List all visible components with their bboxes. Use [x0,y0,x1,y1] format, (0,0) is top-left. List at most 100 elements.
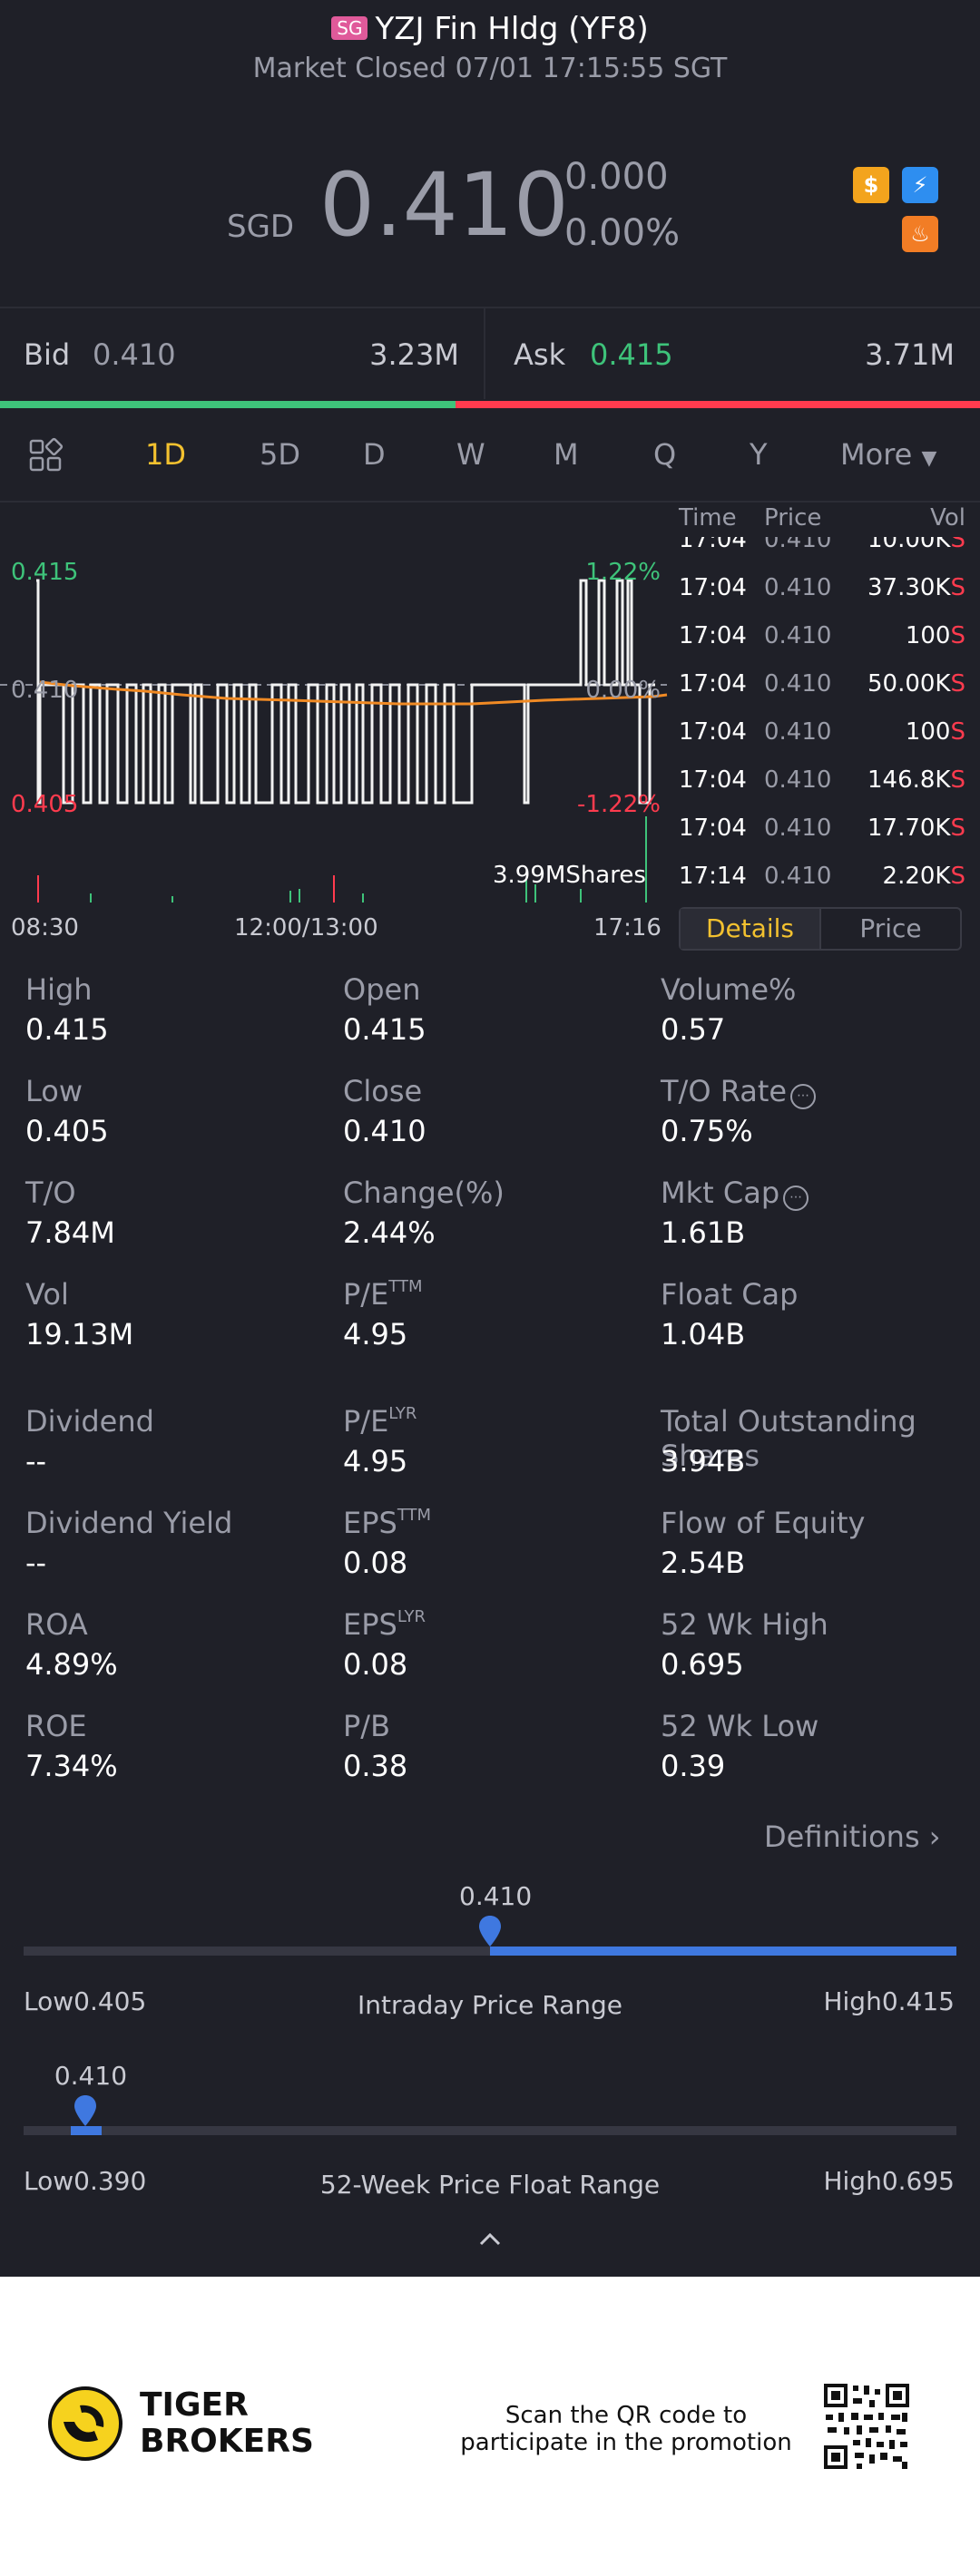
stat-vol: 19.13M [25,1317,134,1351]
stat-divyield: -- [25,1546,47,1580]
chart-low-pct: -1.22% [577,791,661,818]
trade-volume: 100 [905,622,951,649]
stat-eps-ttm-label: EPSTTM [343,1506,432,1540]
trade-price: 0.410 [764,863,832,890]
stat-tos: 3.94B [661,1444,746,1478]
intraday-low: Low0.405 [24,1986,147,2016]
trade-row: 17:04 0.410 10.00KS [679,537,965,574]
tab-w[interactable]: W [456,437,485,472]
intraday-range-fill [490,1947,956,1956]
stat-pe-ttm: 4.95 [343,1317,408,1351]
price-line [36,579,655,805]
stat-pe-lyr: 4.95 [343,1444,408,1478]
trade-price: 0.410 [764,815,832,842]
trades-head-vol: Vol [930,504,965,532]
trade-row: 17:04 0.410 17.70KS [679,815,965,863]
trade-time: 17:04 [679,622,747,649]
location-pin-icon [479,1916,501,1947]
definitions-link[interactable]: Definitions › [764,1820,941,1854]
stat-volpct: 0.57 [661,1012,726,1047]
sell-marker: S [950,670,965,698]
price-tab[interactable]: Price [819,909,960,949]
tab-d[interactable]: D [363,437,386,472]
price-change-pct: 0.00% [564,212,681,254]
stat-open-label: Open [343,972,421,1007]
market-status: Market Closed 07/01 17:15:55 SGT [252,53,728,84]
tab-1d[interactable]: 1D [145,437,186,472]
details-tab[interactable]: Details [681,909,819,949]
dollar-icon[interactable]: $ [853,167,889,203]
stat-torate-value: 0.75% [661,1114,753,1148]
stat-high: 0.415 [25,1012,109,1047]
ask-volume: 3.71M [865,337,955,372]
ask-label: Ask [514,337,566,372]
stock-title: SG YZJ Fin Hldg (YF8) [0,11,980,47]
trade-time: 17:04 [679,815,747,842]
trade-row: 17:04 0.410 100S [679,622,965,670]
trade-row: 17:14 0.410 2.20KS [679,863,965,898]
trade-volume: 100 [905,718,951,746]
trade-price: 0.410 [764,670,832,698]
sell-marker: S [950,766,965,794]
promo-icon[interactable]: ♨ [902,216,938,252]
stat-mktcap[interactable]: Mkt Cap ⋯ [661,1176,809,1211]
stat-floatcap-label: Float Cap [661,1277,799,1312]
sell-marker: S [950,863,965,890]
stat-pb: 0.38 [343,1749,408,1783]
stat-eps-lyr: 0.08 [343,1647,408,1682]
trade-volume: 146.8K [867,766,951,794]
chevron-down-icon: ▼ [921,447,937,470]
tab-more-label: More [840,437,913,472]
stat-changepct-label: Change(%) [343,1176,505,1210]
week52-current-value: 0.410 [54,2061,128,2091]
trade-volume: 37.30K [867,574,951,601]
sell-marker: S [950,718,965,746]
sell-marker: S [950,622,965,649]
grid-icon[interactable] [27,437,64,473]
stat-divyield-label: Dividend Yield [25,1506,233,1540]
tab-5d[interactable]: 5D [260,437,300,472]
flash-trade-icon[interactable]: ⚡ [902,167,938,203]
stat-tos-label: Total Outstanding Shares [661,1404,916,1473]
last-price: 0.410 [319,154,569,256]
trade-price: 0.410 [764,766,832,794]
price-change: 0.000 [564,156,669,198]
chevron-up-icon[interactable] [477,2230,503,2248]
stat-floatcap: 1.04B [661,1317,746,1351]
trade-time: 17:04 [679,537,747,553]
tab-m[interactable]: M [554,437,579,472]
ask-ratio-bar [456,401,980,408]
time-end: 17:16 [593,914,662,942]
chart-high-price: 0.415 [11,559,79,586]
bid-ratio-bar [0,401,456,408]
scan-instructions: Scan the QR code to participate in the pr… [460,2402,792,2456]
sell-marker: S [950,815,965,842]
region-badge: SG [331,16,368,40]
stat-open: 0.415 [343,1012,426,1047]
trade-row: 17:04 0.410 100S [679,718,965,766]
trade-volume: 2.20K [882,863,951,890]
intraday-chart[interactable] [0,544,671,907]
chart-mid-price: 0.410 [11,677,79,704]
tab-more[interactable]: More ▼ [840,437,936,472]
trade-time: 17:04 [679,766,747,794]
stock-name: YZJ Fin Hldg (YF8) [375,11,649,47]
stat-dividend: -- [25,1444,47,1478]
stat-torate[interactable]: T/O Rate ⋯ [661,1074,817,1109]
stat-high-label: High [25,972,93,1007]
stat-to-label: T/O [25,1176,76,1210]
trade-volume: 17.70K [867,815,951,842]
tab-q[interactable]: Q [653,437,677,472]
trades-list[interactable]: 17:04 0.410 10.00KS 17:04 0.410 37.30K S 17:0… [0,537,980,898]
trade-price: 0.410 [764,718,832,746]
volume-shares-label: 3.99MShares [493,862,646,889]
qr-code-icon[interactable] [822,2382,911,2471]
bid-label: Bid [24,337,71,372]
sell-marker: S [950,537,965,553]
stat-roe-label: ROE [25,1709,87,1743]
chart-mid-pct: 0.00% [585,677,661,704]
chevron-right-icon: › [928,1820,941,1854]
trade-time: 17:04 [679,718,747,746]
tab-y[interactable]: Y [750,437,768,472]
average-line [39,680,668,706]
